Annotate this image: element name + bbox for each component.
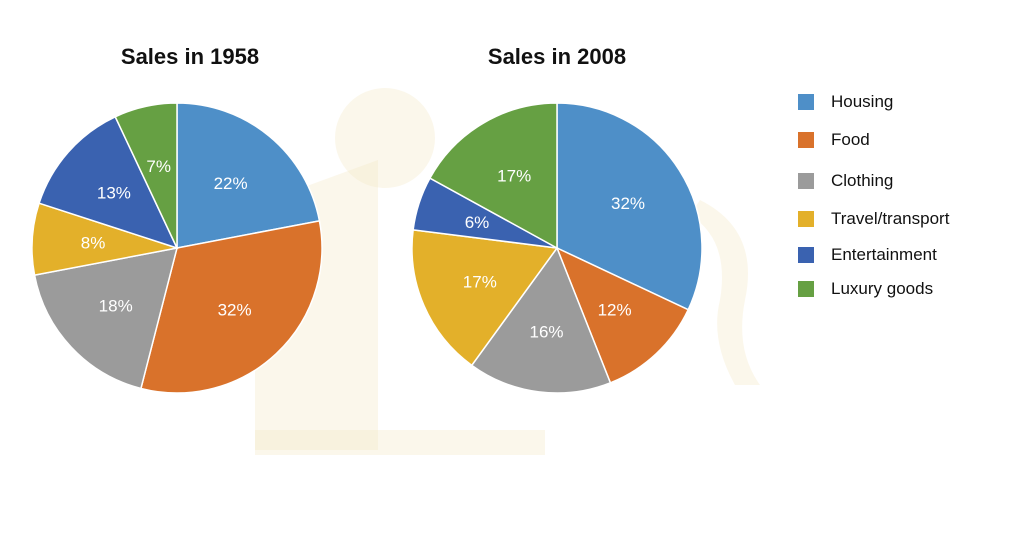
- data-label-1958-housing: 22%: [214, 174, 248, 193]
- legend-item-entertainment: Entertainment: [798, 245, 937, 265]
- legend-item-food: Food: [798, 130, 870, 150]
- pie-slice-2008-clothing: [470, 246, 612, 394]
- data-label-1958-clothing: 18%: [99, 297, 133, 316]
- pie-slice-1958-housing: [176, 102, 321, 249]
- legend-label-luxury-goods: Luxury goods: [831, 279, 934, 298]
- data-label-1958-food: 32%: [218, 300, 252, 319]
- legend-swatch-food: [798, 132, 814, 148]
- legend-item-clothing: Clothing: [798, 171, 893, 191]
- legend-item-luxury-goods: Luxury goods: [798, 279, 933, 299]
- data-label-2008-housing: 32%: [611, 194, 645, 213]
- legend-item-housing: Housing: [798, 92, 893, 112]
- pie-slice-2008-travel-transport: [411, 228, 559, 367]
- chart-title-1958: Sales in 1958: [120, 44, 260, 69]
- legend-swatch-travel-transport: [798, 211, 814, 227]
- watermark-shape: [690, 200, 760, 385]
- data-label-1958-luxury-goods: 7%: [146, 157, 171, 176]
- legend-item-travel-transport: Travel/transport: [798, 209, 949, 229]
- chart-title-2008: Sales in 2008: [487, 44, 627, 69]
- data-label-2008-travel-transport: 17%: [463, 272, 497, 291]
- watermark-shape: [335, 88, 435, 188]
- pie-slice-1958-clothing: [33, 247, 179, 390]
- pie-slice-1958-luxury-goods: [114, 102, 178, 249]
- legend-label-clothing: Clothing: [831, 171, 894, 190]
- data-label-1958-entertainment: 13%: [97, 183, 131, 202]
- watermark-shape: [255, 430, 545, 455]
- data-label-2008-clothing: 16%: [529, 322, 563, 341]
- data-label-1958-travel-transport: 8%: [81, 234, 106, 253]
- legend-swatch-luxury-goods: [798, 281, 814, 297]
- pie-slice-2008-food: [555, 246, 690, 384]
- pie-slice-1958-entertainment: [38, 115, 179, 250]
- data-label-2008-entertainment: 6%: [465, 213, 490, 232]
- legend-swatch-housing: [798, 94, 814, 110]
- data-label-2008-luxury-goods: 17%: [497, 167, 531, 186]
- legend-label-food: Food: [831, 130, 870, 149]
- pie-slice-2008-housing: [556, 102, 703, 311]
- legend-label-travel-transport: Travel/transport: [831, 209, 950, 228]
- legend-swatch-clothing: [798, 173, 814, 189]
- pie-slice-1958-food: [140, 219, 323, 394]
- legend-swatch-entertainment: [798, 247, 814, 263]
- pie-chart-2008: 32% 12% 16% 17% 6% 17%: [411, 102, 703, 394]
- pie-slice-2008-luxury-goods: [428, 102, 558, 250]
- legend-label-entertainment: Entertainment: [831, 245, 937, 264]
- legend-label-housing: Housing: [831, 92, 894, 111]
- data-label-2008-food: 12%: [598, 300, 632, 319]
- pie-chart-1958: 22% 32% 18% 8% 13% 7%: [31, 102, 323, 394]
